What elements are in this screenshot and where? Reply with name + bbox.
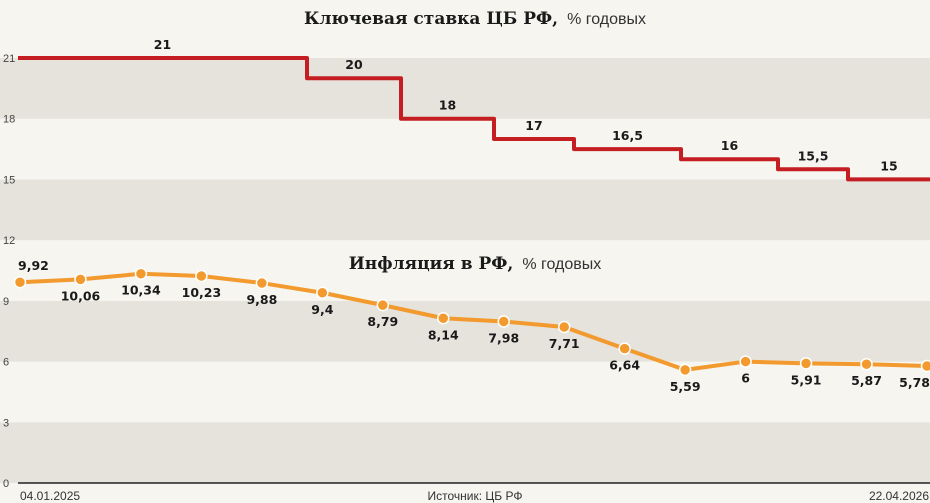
chart-title-key-rate: Ключевая ставка ЦБ РФ, % годовых xyxy=(304,9,646,29)
inflation-data-label: 5,87 xyxy=(851,373,882,388)
x-start-label: 04.01.2025 xyxy=(20,489,80,503)
inflation-data-label: 10,23 xyxy=(182,285,222,300)
y-tick-label: 21 xyxy=(3,53,15,65)
inflation-data-label: 9,88 xyxy=(246,292,277,307)
key-rate-title: Ключевая ставка ЦБ РФ, xyxy=(304,9,558,29)
inflation-point xyxy=(618,342,631,355)
inflation-point xyxy=(437,312,450,325)
key-rate-data-label: 20 xyxy=(345,57,363,72)
inflation-point xyxy=(74,273,87,286)
inflation-data-label: 5,91 xyxy=(791,372,822,387)
inflation-title: Инфляция в РФ, xyxy=(349,254,514,274)
key-rate-line xyxy=(18,56,930,182)
grid-band xyxy=(0,361,930,423)
inflation-point xyxy=(678,363,692,377)
inflation-point xyxy=(739,355,752,368)
key-rate-data-label: 21 xyxy=(154,37,171,52)
inflation-point xyxy=(195,269,208,283)
key-rate-data-label: 16,5 xyxy=(612,128,643,143)
inflation-point xyxy=(134,267,148,280)
grid-band xyxy=(0,240,930,301)
key-rate-data-label: 17 xyxy=(525,118,542,133)
key-rate-data-label: 15 xyxy=(880,158,897,173)
inflation-point xyxy=(860,357,873,371)
chart-title-inflation: Инфляция в РФ, % годовых xyxy=(349,254,602,274)
y-tick-label: 6 xyxy=(3,357,9,369)
grid-band xyxy=(0,179,930,241)
inflation-data-label: 8,79 xyxy=(367,314,398,329)
grid-band xyxy=(0,58,930,119)
inflation-point xyxy=(376,298,390,312)
inflation-data-label: 7,71 xyxy=(549,336,580,351)
inflation-data-label: 5,59 xyxy=(670,379,701,394)
inflation-data-label: 8,14 xyxy=(428,327,459,342)
inflation-data-label: 6 xyxy=(741,371,750,386)
inflation-series: 9,92 10,06 10,34 10,23 9,88 9,4 8,79 8,14 7,98 7,… xyxy=(13,258,930,394)
inflation-data-label: 7,98 xyxy=(488,331,519,346)
inflation-point xyxy=(13,275,27,289)
grid-band xyxy=(0,422,930,483)
inflation-data-label: 10,06 xyxy=(61,288,101,303)
inflation-point xyxy=(920,359,930,373)
inflation-point xyxy=(799,357,813,370)
grid-band xyxy=(0,300,930,362)
y-tick-label: 12 xyxy=(3,235,15,247)
background-bands xyxy=(0,58,930,483)
y-tick-label: 9 xyxy=(3,296,9,308)
inflation-subtitle: % годовых xyxy=(522,256,601,273)
inflation-data-label: 9,4 xyxy=(311,302,333,317)
source-label: Источник: ЦБ РФ xyxy=(428,489,523,503)
inflation-data-label: 5,78 xyxy=(899,375,930,390)
inflation-point xyxy=(497,315,510,328)
x-end-label: 22.04.2026 xyxy=(869,489,929,503)
y-tick-label: 3 xyxy=(3,417,9,429)
y-tick-label: 18 xyxy=(3,114,15,126)
key-rate-data-label: 16 xyxy=(721,138,739,153)
inflation-data-label: 6,64 xyxy=(609,358,640,373)
key-rate-series: 21 20 18 17 16,5 16 15,5 15 xyxy=(18,37,930,182)
key-rate-subtitle: % годовых xyxy=(567,11,646,28)
y-tick-label: 15 xyxy=(3,174,15,186)
y-axis: 0 3 6 9 12 15 18 21 xyxy=(3,53,15,490)
inflation-point xyxy=(557,320,571,334)
inflation-line xyxy=(19,271,928,372)
inflation-data-label: 10,34 xyxy=(121,283,161,298)
inflation-point xyxy=(255,276,269,290)
inflation-data-label: 9,92 xyxy=(18,258,49,273)
grid-band xyxy=(0,118,930,180)
key-rate-data-label: 15,5 xyxy=(798,148,829,163)
key-rate-data-label: 18 xyxy=(439,98,456,113)
y-tick-label: 0 xyxy=(3,478,9,490)
inflation-point xyxy=(316,286,329,300)
